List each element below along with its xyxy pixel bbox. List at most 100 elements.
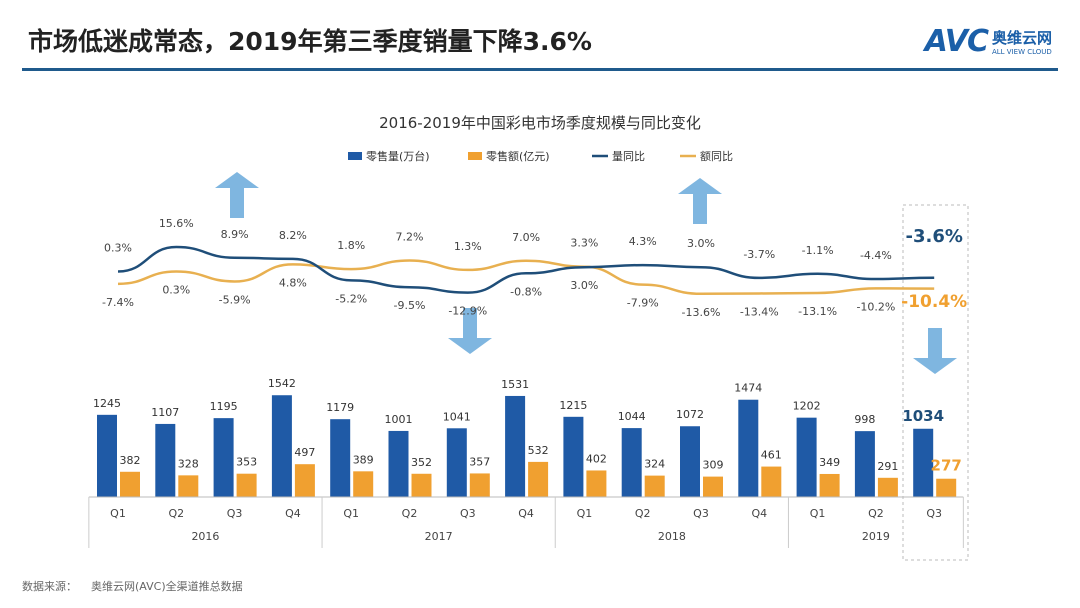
volume-bar-label: 998 [854, 413, 875, 426]
legend-swatch [348, 152, 362, 160]
logo-name: 奥维云网 [991, 29, 1052, 47]
volume-bar [271, 395, 292, 497]
up-arrow-icon [215, 172, 259, 218]
category-tick-label: Q1 [110, 507, 126, 520]
volume-yoy-line [117, 245, 935, 294]
value-yoy-label: 1.8% [337, 239, 365, 252]
volume-bar-label: 1245 [93, 397, 121, 410]
volume-yoy-label: 0.3% [104, 242, 132, 255]
title-divider [22, 68, 1058, 71]
value-bar [761, 466, 782, 497]
value-bar-label: 461 [761, 449, 782, 462]
volume-bar [621, 428, 642, 497]
category-tick-label: Q4 [518, 507, 534, 520]
volume-yoy-label: 3.0% [570, 279, 598, 292]
value-bar-label: 382 [120, 454, 141, 467]
category-tick-label: Q2 [635, 507, 651, 520]
volume-bar [330, 419, 351, 497]
volume-bar-label: 1202 [793, 400, 821, 413]
year-label: 2016 [191, 530, 219, 543]
value-bar-label: 357 [469, 455, 490, 468]
volume-bar [446, 428, 467, 497]
logo-mark: AVC [924, 24, 989, 59]
value-bar-label: 352 [411, 456, 432, 469]
volume-bar-label: 1044 [618, 410, 646, 423]
value-bar-label: 389 [353, 453, 374, 466]
volume-bar-label: 1531 [501, 378, 529, 391]
value-bar [178, 475, 199, 497]
value-bar [644, 475, 665, 497]
year-label: 2017 [425, 530, 453, 543]
volume-bar-label: 1001 [385, 413, 413, 426]
value-bar [294, 464, 315, 497]
volume-yoy-label: -12.9% [448, 305, 487, 318]
value-yoy-label: -13.6% [682, 306, 721, 319]
up-arrow-icon [678, 178, 722, 224]
value-bar-label: 349 [819, 456, 840, 469]
value-yoy-line [117, 259, 935, 296]
volume-yoy-label: -3.7% [743, 248, 775, 261]
volume-bar-label: 1034 [902, 407, 944, 425]
volume-bar-label: 1215 [559, 399, 587, 412]
highlight-box [902, 204, 969, 561]
volume-bar [97, 414, 117, 497]
volume-yoy-label: 8.2% [279, 229, 307, 242]
category-tick-label: Q4 [285, 507, 301, 520]
value-bar [703, 476, 723, 497]
value-bar-label: 309 [703, 459, 724, 472]
legend-label: 零售量(万台) [366, 149, 430, 163]
value-yoy-label: 7.2% [396, 230, 424, 243]
category-tick-label: Q2 [868, 507, 884, 520]
down-arrow-icon [913, 328, 957, 374]
value-yoy-label: 1.3% [454, 240, 482, 253]
value-bar [528, 461, 549, 497]
category-tick-label: Q3 [926, 507, 942, 520]
category-tick-label: Q3 [227, 507, 243, 520]
volume-bar-label: 1072 [676, 408, 704, 421]
volume-bar-label: 1179 [326, 401, 354, 414]
value-bar [411, 473, 432, 497]
volume-bar-label: 1474 [734, 382, 762, 395]
source-text: 奥维云网(AVC)全渠道推总数据 [91, 580, 243, 593]
volume-bar [796, 417, 817, 497]
category-tick-label: Q1 [810, 507, 826, 520]
source-note: 数据来源： 奥维云网(AVC)全渠道推总数据 [22, 578, 257, 594]
volume-bar [388, 430, 409, 497]
value-bar-label: 328 [178, 457, 199, 470]
legend-label: 零售额(亿元) [486, 149, 550, 163]
volume-yoy-label: 15.6% [159, 217, 194, 230]
volume-bar [913, 428, 934, 497]
volume-yoy-label: -4.4% [860, 249, 892, 262]
value-bar-label: 402 [586, 452, 607, 465]
value-yoy-label: -5.9% [219, 293, 251, 306]
value-yoy-label: -7.4% [102, 296, 134, 309]
volume-bar [854, 431, 875, 497]
value-yoy-label: 0.3% [162, 284, 190, 297]
volume-yoy-label: -3.6% [905, 226, 962, 247]
value-bar [120, 471, 140, 497]
volume-yoy-label: -1.1% [802, 244, 834, 257]
chart-title: 2016-2019年中国彩电市场季度规模与同比变化 [379, 114, 701, 132]
value-bar-label: 532 [528, 444, 549, 457]
category-tick-label: Q3 [460, 507, 476, 520]
value-yoy-label: -7.9% [627, 297, 659, 310]
value-bar-label: 324 [644, 458, 665, 471]
year-label: 2018 [658, 530, 686, 543]
category-tick-label: Q1 [577, 507, 593, 520]
volume-bar-label: 1195 [210, 400, 238, 413]
volume-bar-label: 1041 [443, 410, 471, 423]
volume-bar [213, 418, 234, 497]
source-label: 数据来源： [22, 580, 77, 593]
volume-yoy-label: 8.9% [221, 228, 249, 241]
volume-bar [505, 395, 526, 497]
value-bar [236, 473, 257, 497]
value-yoy-label: -13.4% [740, 305, 779, 318]
avc-logo: AVC 奥维云网 ALL VIEW CLOUD [925, 24, 1052, 59]
legend-swatch [468, 152, 482, 160]
value-bar [586, 470, 607, 497]
value-bar-label: 277 [931, 457, 962, 475]
value-bar [877, 477, 898, 497]
volume-bar-label: 1542 [268, 377, 296, 390]
legend-label: 额同比 [700, 150, 733, 163]
